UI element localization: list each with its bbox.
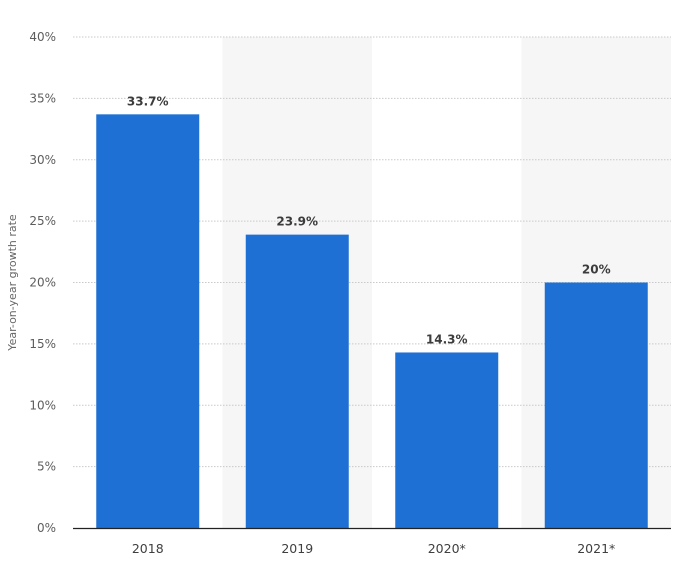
y-tick-label: 35% [29,91,56,105]
y-tick-label: 30% [29,153,56,167]
x-category-label: 2021* [577,541,615,556]
y-tick-label: 10% [29,398,56,412]
y-tick-label: 20% [29,276,56,290]
data-label: 33.7% [127,94,169,108]
bar [96,114,200,529]
y-axis-ticks: 0% 5% 10% 15% 20% 25% 30% 35% 40% [29,30,56,535]
bar [544,282,648,528]
y-tick-label: 0% [37,521,56,535]
x-category-label: 2018 [132,541,164,556]
data-labels: 33.7% 23.9% 14.3% 20% [127,94,611,346]
y-axis-label: Year-on-year growth rate [6,214,19,352]
x-category-label: 2020* [428,541,466,556]
data-label: 20% [582,263,611,277]
bar [395,352,499,528]
data-label: 23.9% [276,215,318,229]
data-label: 14.3% [426,332,468,346]
x-category-label: 2019 [281,541,313,556]
y-tick-label: 5% [37,460,56,474]
y-tick-label: 15% [29,337,56,351]
y-tick-label: 40% [29,30,56,44]
bar [245,234,349,528]
bars [96,114,648,529]
x-axis-categories: 2018 2019 2020* 2021* [132,541,615,556]
y-tick-label: 25% [29,214,56,228]
